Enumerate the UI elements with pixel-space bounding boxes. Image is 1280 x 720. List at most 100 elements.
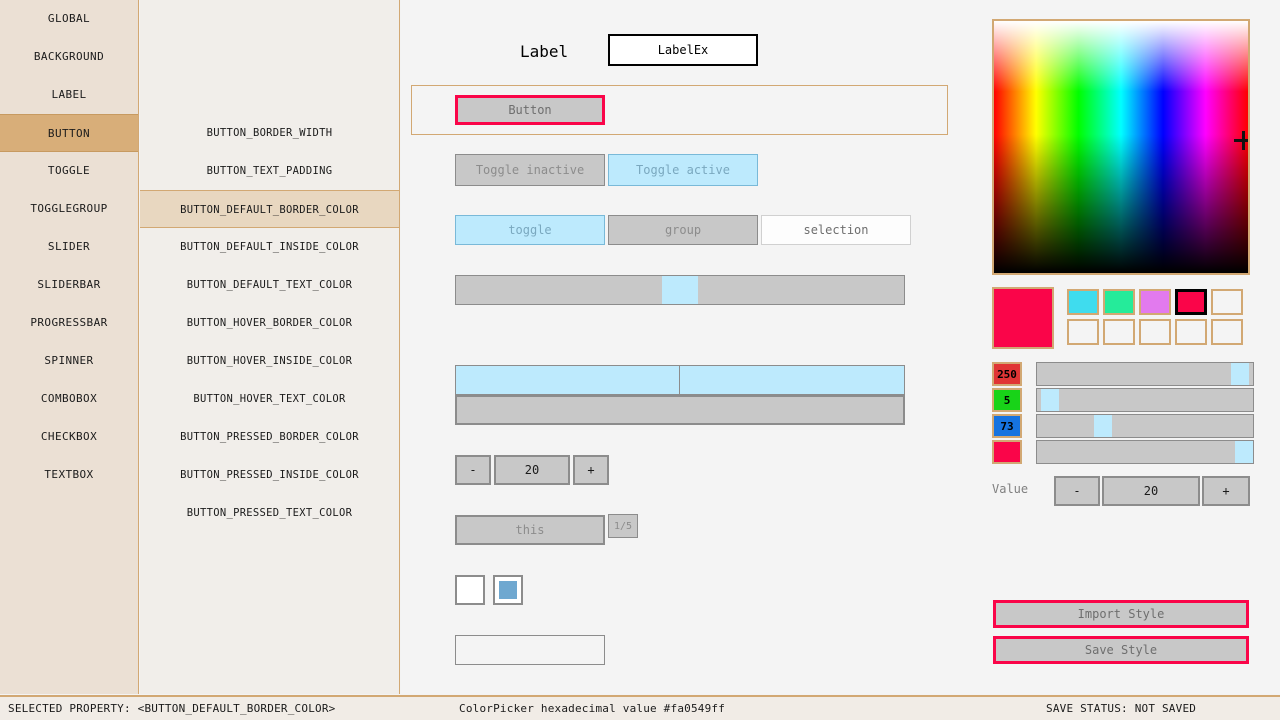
- saturation-value-gradient[interactable]: [992, 19, 1250, 275]
- sliderbar-fill: [456, 366, 680, 394]
- preview-togglegroup-item-selection[interactable]: selection: [761, 215, 911, 245]
- category-item-global[interactable]: GLOBAL: [0, 0, 138, 38]
- preview-checkbox-unchecked[interactable]: [455, 575, 485, 605]
- preview-progressbar: [455, 395, 905, 425]
- category-item-sliderbar[interactable]: SLIDERBAR: [0, 266, 138, 304]
- value-decrement-button[interactable]: -: [1054, 476, 1100, 506]
- property-item-label: BUTTON_DEFAULT_BORDER_COLOR: [180, 204, 359, 216]
- property-list-panel: BUTTON_BORDER_WIDTH BUTTON_TEXT_PADDING BU…: [140, 0, 400, 694]
- toggle-active-label: Toggle active: [636, 163, 730, 177]
- category-item-toggle[interactable]: TOGGLE: [0, 152, 138, 190]
- preview-togglegroup-item-toggle[interactable]: toggle: [455, 215, 605, 245]
- preview-togglegroup-item-group[interactable]: group: [608, 215, 758, 245]
- value-number-label: 20: [1143, 484, 1159, 498]
- togglegroup-label-2: selection: [803, 223, 869, 237]
- palette-swatch-3[interactable]: [1175, 289, 1207, 315]
- category-item-textbox[interactable]: TEXTBOX: [0, 456, 138, 494]
- channel-slider-red[interactable]: [1036, 362, 1254, 386]
- channel-slider-knob[interactable]: [1094, 415, 1112, 437]
- property-item-button_pressed_border_color[interactable]: BUTTON_PRESSED_BORDER_COLOR: [140, 418, 399, 456]
- slider-knob[interactable]: [662, 276, 698, 304]
- category-item-button[interactable]: BUTTON: [0, 114, 138, 152]
- value-stepper-row: Value - 20 +: [992, 476, 1252, 506]
- value-minus-label: -: [1073, 484, 1081, 498]
- preview-label-text: Label: [520, 42, 569, 61]
- property-item-button_text_padding[interactable]: BUTTON_TEXT_PADDING: [140, 152, 399, 190]
- category-item-combobox[interactable]: COMBOBOX: [0, 380, 138, 418]
- preview-spinner-increment[interactable]: +: [573, 455, 609, 485]
- category-item-checkbox[interactable]: CHECKBOX: [0, 418, 138, 456]
- preview-sliderbar[interactable]: [455, 365, 905, 395]
- channel-value-red[interactable]: 250: [992, 362, 1022, 386]
- property-item-button_default_inside_color[interactable]: BUTTON_DEFAULT_INSIDE_COLOR: [140, 228, 399, 266]
- import-style-label: Import Style: [1077, 607, 1165, 621]
- black-overlay-layer: [994, 21, 1248, 273]
- toggle-inactive-label: Toggle inactive: [475, 163, 585, 177]
- palette-cell: [1173, 287, 1209, 317]
- property-item-label: BUTTON_BORDER_WIDTH: [206, 127, 333, 139]
- preview-button[interactable]: Button: [455, 95, 605, 125]
- category-item-label: TOGGLEGROUP: [30, 202, 108, 215]
- channel-slider-knob[interactable]: [1231, 363, 1249, 385]
- palette-swatch-8[interactable]: [1175, 319, 1207, 345]
- palette-swatch-6[interactable]: [1103, 319, 1135, 345]
- palette-swatch-5[interactable]: [1067, 319, 1099, 345]
- category-item-progressbar[interactable]: PROGRESSBAR: [0, 304, 138, 342]
- togglegroup-label-0: toggle: [508, 223, 552, 237]
- preview-toggle-inactive[interactable]: Toggle inactive: [455, 154, 605, 186]
- channel-slider-knob[interactable]: [1041, 389, 1059, 411]
- category-item-background[interactable]: BACKGROUND: [0, 38, 138, 76]
- status-bar: SELECTED PROPERTY: <BUTTON_DEFAULT_BORDE…: [0, 695, 1280, 720]
- palette-swatch-9[interactable]: [1211, 319, 1243, 345]
- channel-value-green[interactable]: 5: [992, 388, 1022, 412]
- preview-button-label: Button: [508, 103, 552, 117]
- property-item-button_default_border_color[interactable]: BUTTON_DEFAULT_BORDER_COLOR: [140, 190, 399, 228]
- color-picker-panel: 250 5 73 Value - 20 + Import Style Save St…: [960, 0, 1280, 694]
- preview-spinner-value[interactable]: 20: [494, 455, 570, 485]
- preview-spinner-decrement[interactable]: -: [455, 455, 491, 485]
- property-item-button_border_width[interactable]: BUTTON_BORDER_WIDTH: [140, 114, 399, 152]
- preview-textbox[interactable]: [455, 635, 605, 665]
- category-item-label: LABEL: [51, 88, 87, 101]
- palette-cell: [1137, 287, 1173, 317]
- category-item-label: TOGGLE: [47, 164, 91, 177]
- property-item-label: BUTTON_PRESSED_TEXT_COLOR: [186, 507, 353, 519]
- property-item-button_hover_text_color[interactable]: BUTTON_HOVER_TEXT_COLOR: [140, 380, 399, 418]
- import-style-button[interactable]: Import Style: [993, 600, 1249, 628]
- preview-combobox[interactable]: this: [455, 515, 605, 545]
- property-item-button_hover_inside_color[interactable]: BUTTON_HOVER_INSIDE_COLOR: [140, 342, 399, 380]
- category-item-spinner[interactable]: SPINNER: [0, 342, 138, 380]
- category-item-label[interactable]: LABEL: [0, 76, 138, 114]
- preview-toggle-active[interactable]: Toggle active: [608, 154, 758, 186]
- category-item-togglegroup[interactable]: TOGGLEGROUP: [0, 190, 138, 228]
- palette-swatch-7[interactable]: [1139, 319, 1171, 345]
- value-display[interactable]: 20: [1102, 476, 1200, 506]
- palette-swatch-0[interactable]: [1067, 289, 1099, 315]
- preview-slider[interactable]: [455, 275, 905, 305]
- save-style-button[interactable]: Save Style: [993, 636, 1249, 664]
- property-item-button_pressed_inside_color[interactable]: BUTTON_PRESSED_INSIDE_COLOR: [140, 456, 399, 494]
- value-increment-button[interactable]: +: [1202, 476, 1250, 506]
- property-item-button_pressed_text_color[interactable]: BUTTON_PRESSED_TEXT_COLOR: [140, 494, 399, 532]
- category-item-label: PROGRESSBAR: [30, 316, 108, 329]
- channel-slider-alpha[interactable]: [1036, 440, 1254, 464]
- channel-slider-blue[interactable]: [1036, 414, 1254, 438]
- channel-slider-green[interactable]: [1036, 388, 1254, 412]
- preview-checkbox-checked[interactable]: [493, 575, 523, 605]
- palette-swatch-2[interactable]: [1139, 289, 1171, 315]
- category-item-label: SLIDER: [47, 240, 91, 253]
- channel-value-alpha[interactable]: [992, 440, 1022, 464]
- palette-swatch-4[interactable]: [1211, 289, 1243, 315]
- value-plus-label: +: [1222, 484, 1230, 498]
- combobox-counter-label: 1/5: [613, 520, 633, 532]
- property-item-button_hover_border_color[interactable]: BUTTON_HOVER_BORDER_COLOR: [140, 304, 399, 342]
- checkbox-check-icon: [499, 581, 517, 599]
- property-item-button_default_text_color[interactable]: BUTTON_DEFAULT_TEXT_COLOR: [140, 266, 399, 304]
- channel-slider-knob[interactable]: [1235, 441, 1253, 463]
- selected-control-highlight: [411, 85, 948, 135]
- category-item-slider[interactable]: SLIDER: [0, 228, 138, 266]
- preview-combobox-counter[interactable]: 1/5: [608, 514, 638, 538]
- channel-value-blue[interactable]: 73: [992, 414, 1022, 438]
- palette-swatch-1[interactable]: [1103, 289, 1135, 315]
